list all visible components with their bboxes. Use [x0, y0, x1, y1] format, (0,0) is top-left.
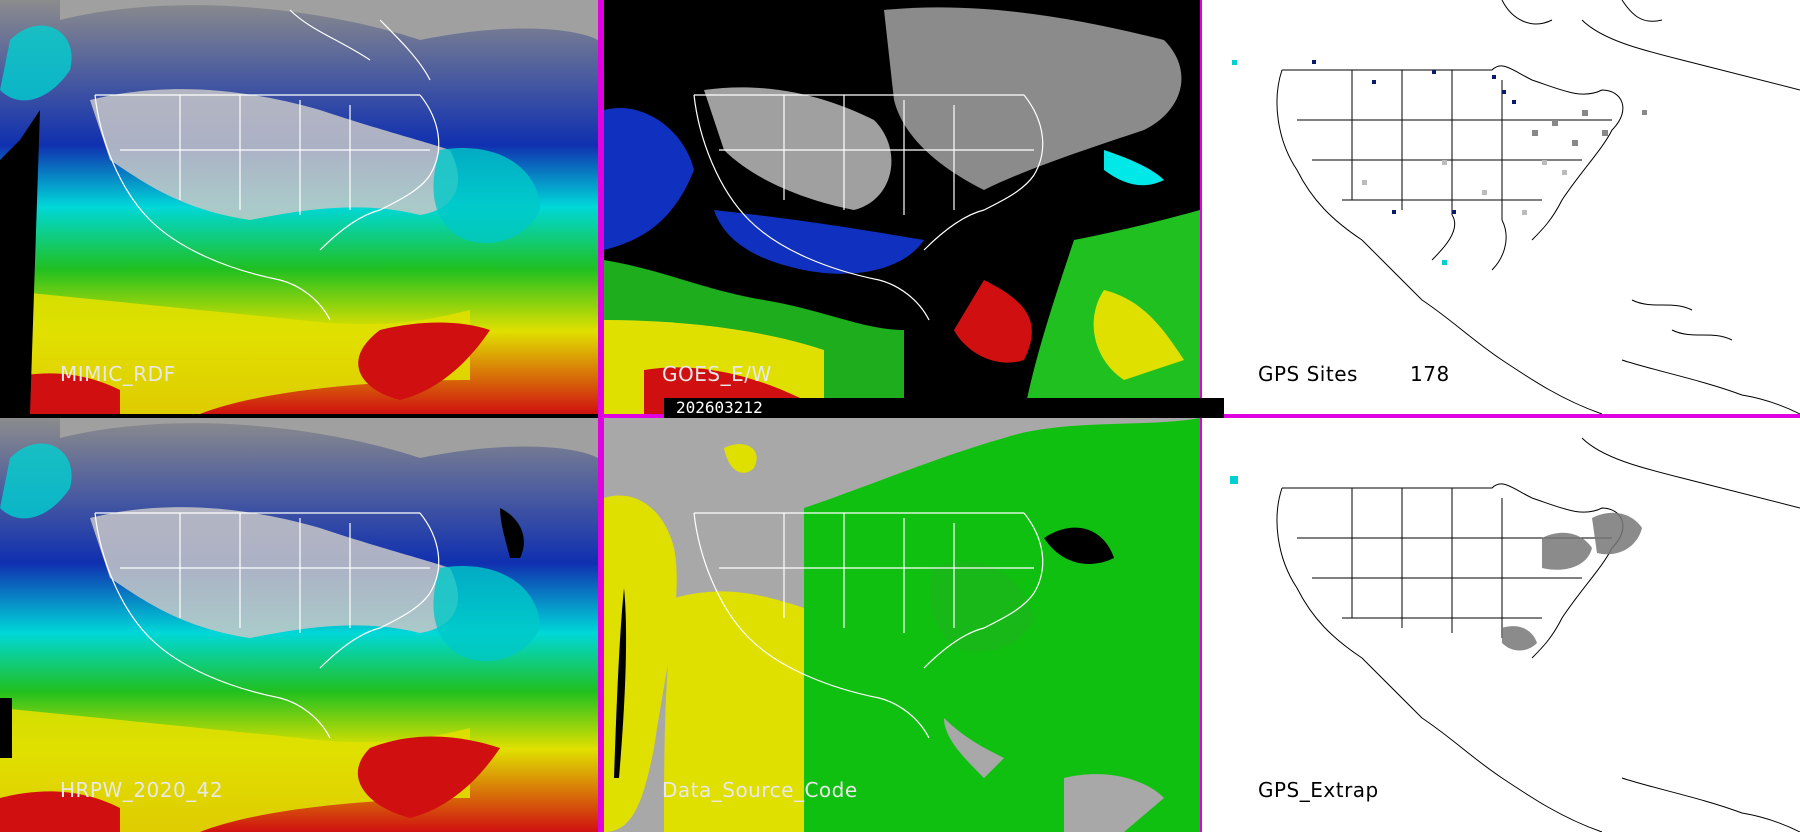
goes-ew-map-panel: GOES_E/W — [604, 0, 1200, 414]
gps-sites-map-panel: GPS Sites 178 — [1202, 0, 1800, 414]
hrpw-imagery — [0, 418, 598, 832]
panel-label: GPS Sites — [1258, 362, 1358, 386]
gps-site-markers — [1232, 60, 1647, 265]
goes-ew-imagery — [604, 0, 1200, 414]
mimic-rdf-map-panel: MIMIC_RDF — [0, 0, 598, 414]
gps-sites-basemap — [1232, 0, 1800, 414]
gps-site-count: 178 — [1410, 362, 1450, 386]
mimic-rdf-imagery — [0, 0, 598, 414]
hrpw-map-panel: HRPW_2020_42 — [0, 418, 598, 832]
panel-label: GOES_E/W — [662, 362, 772, 386]
gps-extrap-shading — [1502, 512, 1642, 651]
panel-label: GPS_Extrap — [1258, 778, 1379, 802]
panel-label: Data_Source_Code — [662, 778, 858, 802]
timestamp-label: 202603212 — [664, 398, 1224, 418]
gps-extrap-basemap — [1230, 437, 1800, 832]
vertical-divider — [598, 0, 604, 832]
data-source-code-imagery — [604, 418, 1200, 832]
panel-label: HRPW_2020_42 — [60, 778, 224, 802]
panel-label: MIMIC_RDF — [60, 362, 176, 386]
gps-extrap-map-panel: GPS_Extrap — [1202, 418, 1800, 832]
data-source-code-map-panel: Data_Source_Code — [604, 418, 1200, 832]
